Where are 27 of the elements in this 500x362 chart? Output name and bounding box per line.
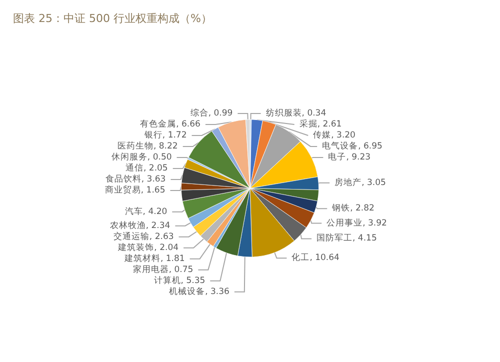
slice-label: 电气设备, 6.95 — [322, 140, 382, 152]
slice-label: 公用事业, 3.92 — [326, 217, 387, 228]
slice-label: 计算机, 5.35 — [154, 274, 206, 286]
slice-label: 电子, 9.23 — [328, 151, 371, 162]
slice-label: 建筑材料, 1.81 — [123, 252, 185, 264]
slice-label: 纺织服装, 0.34 — [266, 107, 326, 118]
slice-label: 机械设备, 3.36 — [169, 286, 230, 297]
slice-label: 综合, 0.99 — [190, 107, 233, 118]
slice-label: 汽车, 4.20 — [124, 206, 168, 217]
slice-label: 钢铁, 2.82 — [331, 202, 374, 214]
slice-label: 食品饮料, 3.63 — [105, 173, 166, 184]
slice-label: 传媒, 3.20 — [313, 129, 356, 140]
slice-label: 家用电器, 0.75 — [132, 264, 194, 275]
slice-label: 交通运输, 2.63 — [113, 230, 174, 242]
slice-label: 医药生物, 8.22 — [117, 140, 178, 152]
slice-label: 有色金属, 6.66 — [140, 118, 200, 130]
slice-label: 农林牧渔, 2.34 — [110, 220, 170, 231]
slice-label: 银行, 1.72 — [143, 129, 187, 140]
chart-title: 图表 25：中证 500 行业权重构成（%） — [13, 12, 212, 25]
slice-label: 休闲服务, 0.50 — [111, 151, 172, 162]
slice-label: 化工, 10.64 — [292, 252, 340, 264]
slice-label: 国防军工, 4.15 — [316, 232, 377, 244]
slice-label: 房地产, 3.05 — [334, 176, 386, 188]
slice-label: 建筑装饰, 2.04 — [117, 242, 179, 253]
slice-label: 商业贸易, 1.65 — [104, 184, 166, 196]
slice-label: 通信, 2.05 — [126, 162, 168, 174]
slice-label: 采掘, 2.61 — [299, 118, 342, 130]
